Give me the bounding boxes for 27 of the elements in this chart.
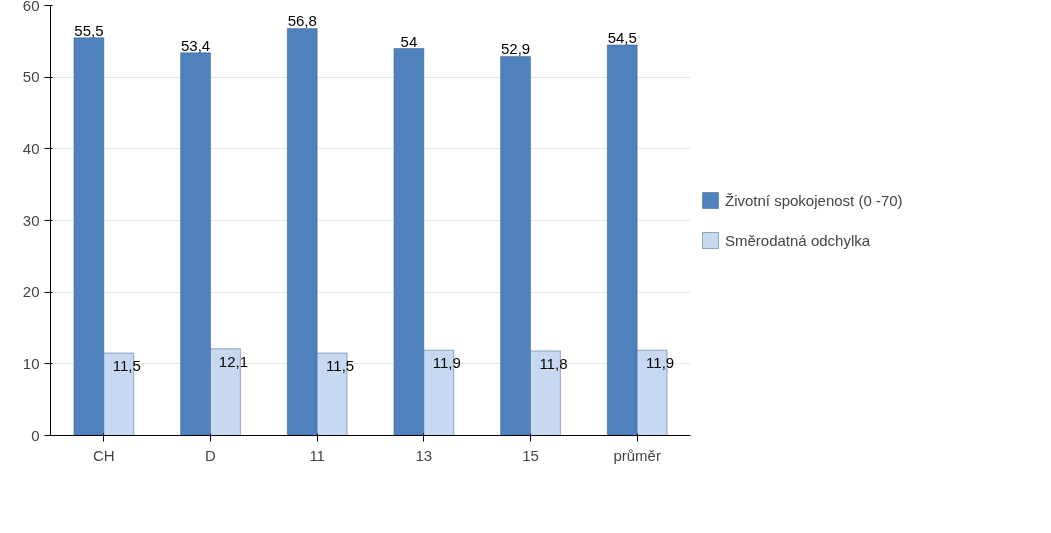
y-tick-label: 50 bbox=[22, 68, 40, 86]
data-label: 11,8 bbox=[539, 354, 568, 372]
y-tick-label: 30 bbox=[22, 211, 40, 229]
legend-label: Směrodatná odchylka bbox=[725, 231, 871, 249]
data-label: 11,5 bbox=[112, 357, 141, 375]
data-label: 11,5 bbox=[326, 357, 355, 375]
data-label: 54 bbox=[400, 32, 418, 50]
data-label: 12,1 bbox=[218, 352, 249, 370]
data-label: 11,9 bbox=[432, 354, 461, 372]
data-label: 56,8 bbox=[287, 12, 317, 30]
x-tick-label: CH bbox=[93, 446, 115, 464]
data-label: 53,4 bbox=[180, 36, 211, 54]
y-tick-label: 60 bbox=[22, 0, 40, 14]
x-tick-label: 13 bbox=[415, 446, 433, 464]
y-tick-label: 10 bbox=[22, 354, 40, 372]
x-tick-label: průměr bbox=[613, 446, 661, 464]
y-tick-label: 0 bbox=[31, 426, 40, 444]
data-label: 55,5 bbox=[74, 21, 104, 39]
x-tick-label: 11 bbox=[309, 446, 325, 464]
data-label: 54,5 bbox=[607, 28, 637, 46]
data-label: 52,9 bbox=[500, 40, 531, 58]
y-tick-label: 40 bbox=[22, 139, 40, 157]
x-tick-label: D bbox=[205, 446, 217, 464]
data-label: 11,9 bbox=[646, 354, 675, 372]
legend-label: Životní spokojenost (0 -70) bbox=[725, 191, 903, 209]
y-tick-label: 20 bbox=[22, 283, 40, 301]
x-tick-label: 15 bbox=[522, 446, 539, 464]
